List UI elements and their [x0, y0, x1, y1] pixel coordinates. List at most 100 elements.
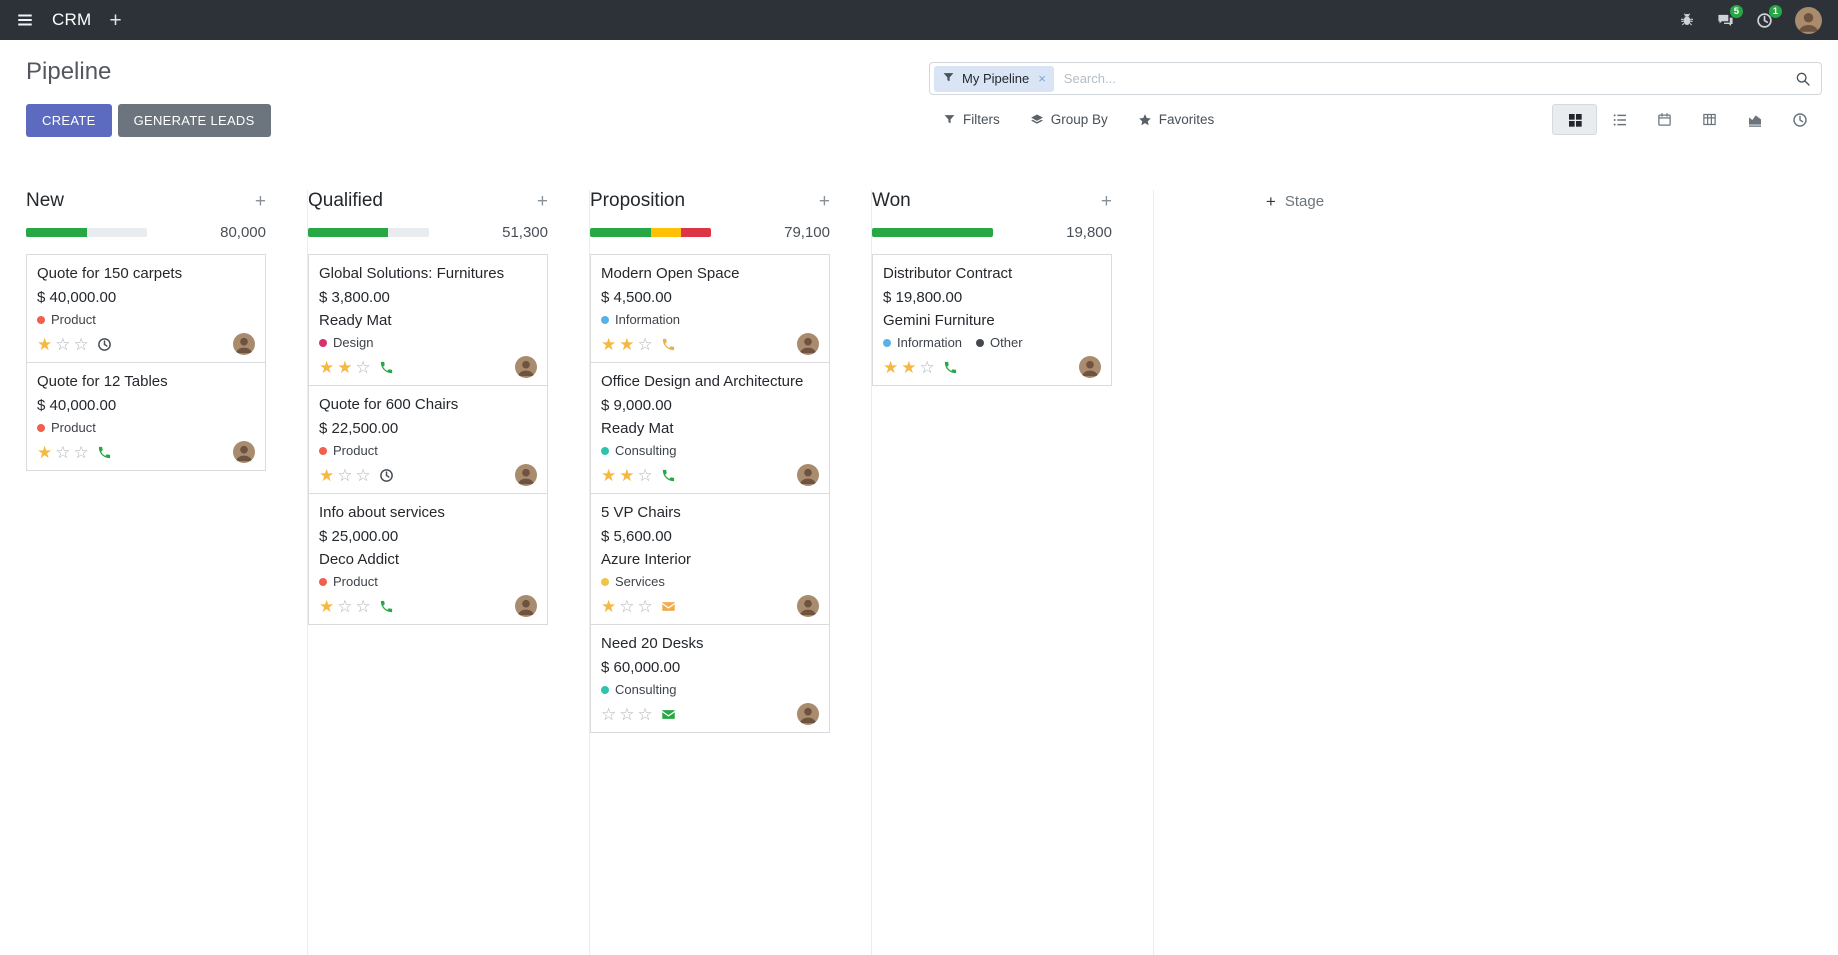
- quick-create-icon[interactable]: +: [818, 190, 830, 212]
- filters-button[interactable]: Filters: [943, 112, 1000, 127]
- tag: Information: [883, 335, 962, 350]
- kanban-card[interactable]: Quote for 150 carpets $ 40,000.00 Produc…: [26, 254, 266, 363]
- control-panel-right: My Pipeline × Filters Group By Favorites: [929, 50, 1822, 164]
- card-tags: Information Other: [883, 335, 1101, 350]
- card-amount: $ 3,800.00: [319, 289, 390, 306]
- kanban-card[interactable]: Info about services $ 25,000.00 Deco Add…: [308, 493, 548, 625]
- favorites-label: Favorites: [1158, 112, 1215, 127]
- tag-dot: [601, 446, 609, 455]
- activity-view-icon[interactable]: [1777, 104, 1822, 135]
- search-facet[interactable]: My Pipeline ×: [934, 65, 1054, 92]
- priority-stars[interactable]: ☆☆☆: [601, 704, 656, 724]
- tag: Product: [37, 312, 96, 327]
- add-stage-button[interactable]: + Stage: [1266, 193, 1324, 210]
- kanban-card[interactable]: 5 VP Chairs $ 5,600.00 Azure Interior Se…: [590, 493, 830, 625]
- column-counter: 79,100: [784, 224, 830, 241]
- apps-menu-icon[interactable]: [16, 11, 34, 29]
- view-switcher: [1552, 104, 1822, 135]
- column-counter: 51,300: [502, 224, 548, 241]
- quick-create-icon[interactable]: +: [1100, 190, 1112, 212]
- graph-view-icon[interactable]: [1732, 104, 1777, 135]
- kanban-card[interactable]: Distributor Contract $ 19,800.00 Gemini …: [872, 254, 1112, 386]
- kanban-card[interactable]: Quote for 12 Tables $ 40,000.00 Product …: [26, 362, 266, 471]
- priority-stars[interactable]: ★☆☆: [319, 465, 374, 485]
- column-progress-row: 19,800: [872, 224, 1112, 241]
- priority-stars[interactable]: ★☆☆: [601, 596, 656, 616]
- search-bar[interactable]: My Pipeline ×: [929, 62, 1822, 95]
- kanban-column-won: Won + 19,800 Distributor Contract $ 19,8…: [872, 190, 1154, 955]
- search-icon[interactable]: [1795, 71, 1811, 87]
- group-by-button[interactable]: Group By: [1030, 112, 1108, 127]
- priority-stars[interactable]: ★★☆: [601, 465, 656, 485]
- card-footer: ★☆☆: [37, 333, 255, 355]
- column-header: Proposition +: [590, 190, 830, 212]
- avatar[interactable]: [233, 333, 255, 355]
- navbar-plus-icon[interactable]: +: [109, 8, 122, 32]
- kanban-card[interactable]: Modern Open Space $ 4,500.00 Information…: [590, 254, 830, 363]
- column-title: New: [26, 190, 65, 211]
- priority-stars[interactable]: ★☆☆: [319, 596, 374, 616]
- kanban-card[interactable]: Need 20 Desks $ 60,000.00 Consulting ☆☆☆: [590, 624, 830, 733]
- avatar[interactable]: [515, 356, 537, 378]
- envelope-icon[interactable]: [661, 599, 676, 614]
- phone-icon[interactable]: [661, 468, 676, 483]
- card-footer: ★★☆: [601, 333, 819, 355]
- clock-icon[interactable]: [379, 468, 394, 483]
- card-title: 5 VP Chairs: [601, 504, 681, 521]
- messages-icon[interactable]: 5: [1717, 4, 1743, 29]
- control-panel-left: Pipeline CREATE GENERATE LEADS: [26, 50, 271, 164]
- kanban-view-icon[interactable]: [1552, 104, 1597, 135]
- remove-facet-icon[interactable]: ×: [1038, 71, 1046, 86]
- card-amount: $ 60,000.00: [601, 659, 681, 676]
- create-button[interactable]: CREATE: [26, 104, 112, 137]
- kanban-card[interactable]: Office Design and Architecture $ 9,000.0…: [590, 362, 830, 494]
- generate-leads-button[interactable]: GENERATE LEADS: [117, 104, 271, 137]
- group-by-label: Group By: [1050, 112, 1108, 127]
- avatar[interactable]: [515, 464, 537, 486]
- phone-icon[interactable]: [97, 445, 112, 460]
- kanban-card[interactable]: Global Solutions: Furnitures $ 3,800.00 …: [308, 254, 548, 386]
- card-title: Info about services: [319, 504, 445, 521]
- priority-stars[interactable]: ★★☆: [883, 357, 938, 377]
- calendar-view-icon[interactable]: [1642, 104, 1687, 135]
- quick-create-icon[interactable]: +: [536, 190, 548, 212]
- favorites-button[interactable]: Favorites: [1138, 112, 1215, 127]
- activities-clock-icon[interactable]: 1: [1756, 4, 1782, 29]
- card-partner: Gemini Furniture: [883, 312, 995, 329]
- avatar[interactable]: [797, 464, 819, 486]
- envelope-icon[interactable]: [661, 707, 676, 722]
- avatar[interactable]: [233, 441, 255, 463]
- progress-bar[interactable]: [26, 228, 147, 237]
- bug-icon[interactable]: [1679, 12, 1695, 28]
- avatar[interactable]: [797, 333, 819, 355]
- pivot-view-icon[interactable]: [1687, 104, 1732, 135]
- avatar[interactable]: [1079, 356, 1101, 378]
- user-avatar[interactable]: [1795, 6, 1822, 34]
- phone-icon[interactable]: [379, 599, 394, 614]
- tag-dot: [601, 685, 609, 694]
- card-amount: $ 5,600.00: [601, 528, 672, 545]
- navbar-left: CRM +: [16, 10, 122, 31]
- progress-bar[interactable]: [872, 228, 993, 237]
- progress-bar[interactable]: [308, 228, 429, 237]
- phone-icon[interactable]: [943, 360, 958, 375]
- avatar[interactable]: [515, 595, 537, 617]
- list-view-icon[interactable]: [1597, 104, 1642, 135]
- phone-icon[interactable]: [661, 337, 676, 352]
- priority-stars[interactable]: ★☆☆: [37, 442, 92, 462]
- clock-icon[interactable]: [97, 337, 112, 352]
- kanban-column-new: New + 80,000 Quote for 150 carpets $ 40,…: [26, 190, 308, 955]
- progress-bar[interactable]: [590, 228, 711, 237]
- avatar[interactable]: [797, 595, 819, 617]
- column-cards: Modern Open Space $ 4,500.00 Information…: [590, 254, 830, 733]
- quick-create-icon[interactable]: +: [254, 190, 266, 212]
- priority-stars[interactable]: ★★☆: [601, 334, 656, 354]
- column-header: New +: [26, 190, 266, 212]
- priority-stars[interactable]: ★★☆: [319, 357, 374, 377]
- avatar[interactable]: [797, 703, 819, 725]
- search-input[interactable]: [1053, 71, 1795, 86]
- phone-icon[interactable]: [379, 360, 394, 375]
- priority-stars[interactable]: ★☆☆: [37, 334, 92, 354]
- kanban-card[interactable]: Quote for 600 Chairs $ 22,500.00 Product…: [308, 385, 548, 494]
- app-name[interactable]: CRM: [52, 10, 92, 29]
